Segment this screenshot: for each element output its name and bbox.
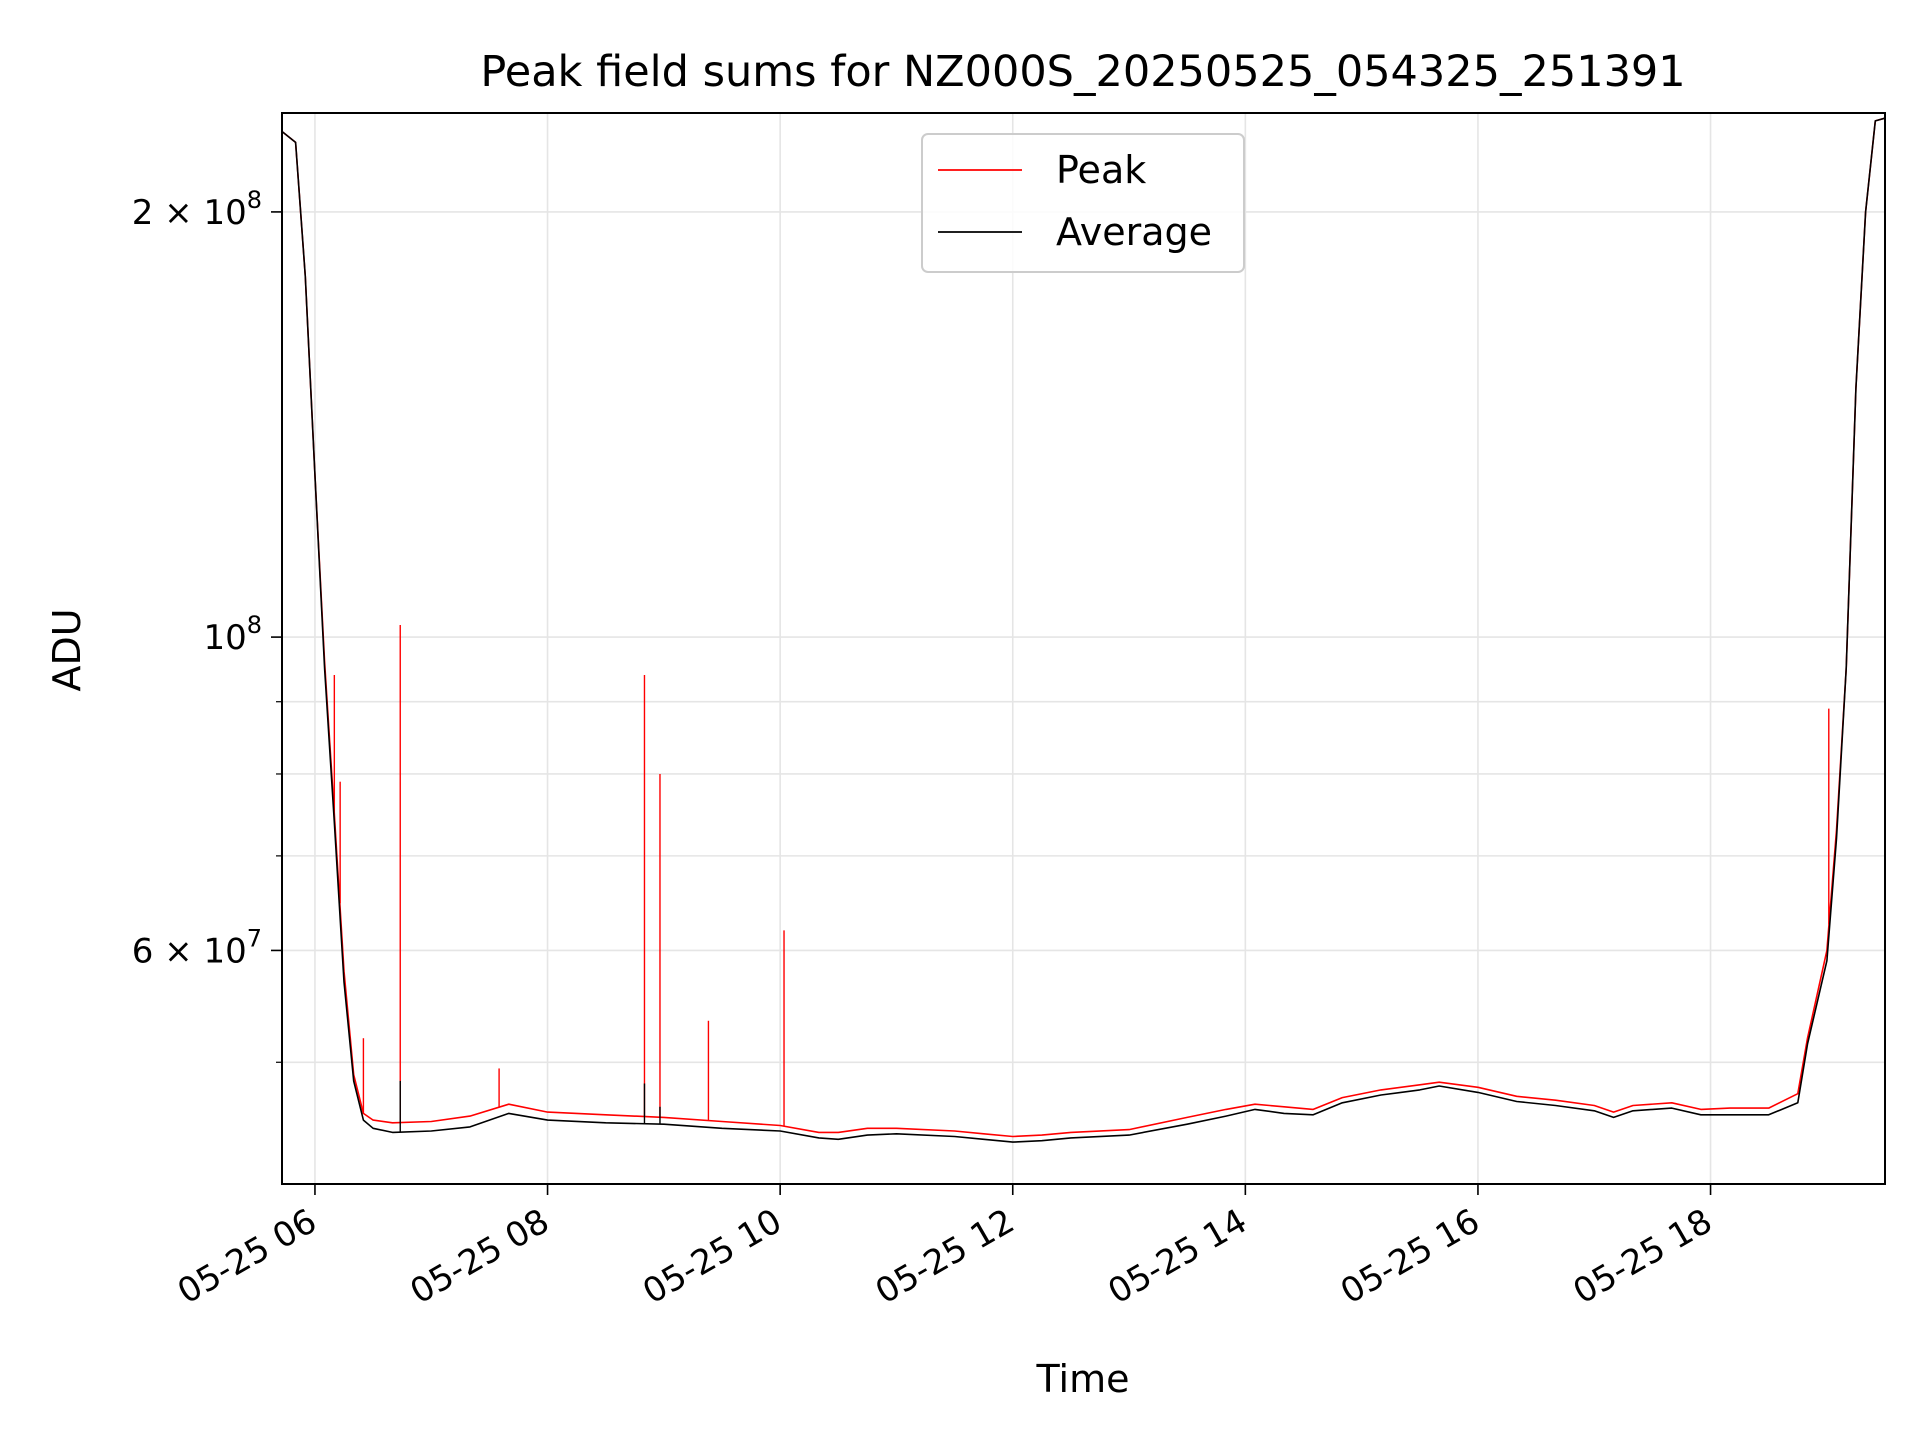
legend-box [921, 133, 1245, 273]
y-tick-label: 108 [203, 611, 262, 658]
y-tick-label: 6 × 107 [132, 924, 262, 971]
legend: Peak Average [921, 133, 1245, 273]
series-layer [282, 117, 1885, 1143]
chart-title: Peak field sums for NZ000S_20250525_0543… [480, 47, 1685, 97]
y-axis-ticks: 6 × 107 108 2 × 108 [132, 186, 282, 1063]
series-line-peak [282, 117, 1885, 1138]
plot-frame [281, 112, 1886, 1185]
x-axis-label: Time [1036, 1357, 1130, 1401]
y-axis-label: ADU [45, 608, 89, 691]
legend-label-peak: Peak [1056, 148, 1146, 192]
series-line-average [282, 117, 1885, 1143]
legend-label-average: Average [1056, 210, 1212, 254]
y-tick-label: 2 × 108 [132, 186, 262, 233]
